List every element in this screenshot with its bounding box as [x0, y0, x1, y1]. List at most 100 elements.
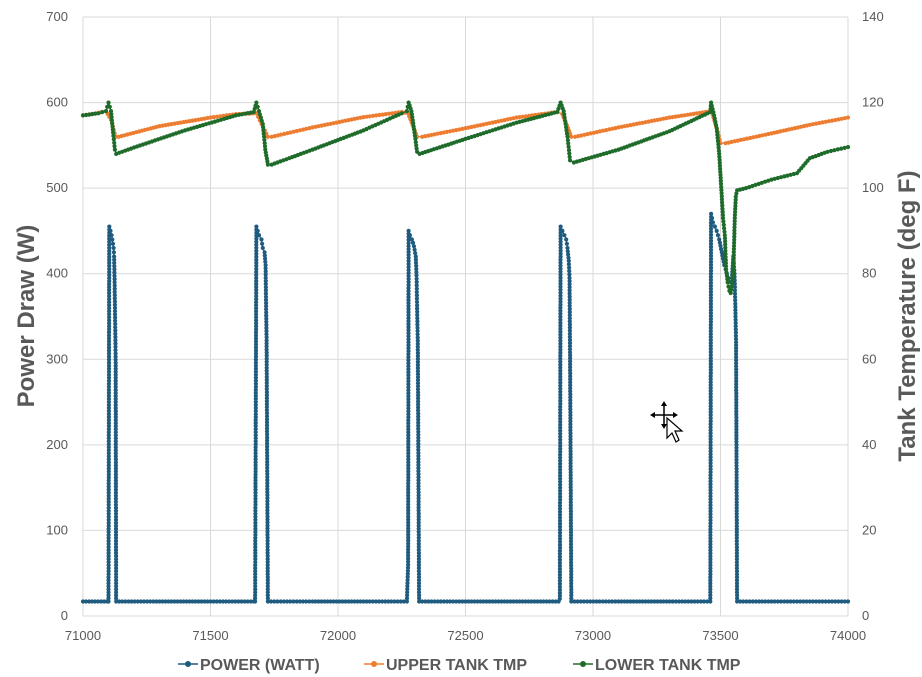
data-point — [406, 267, 411, 273]
data-point — [637, 599, 642, 604]
data-point — [416, 472, 421, 477]
data-point — [264, 365, 269, 370]
data-point — [557, 572, 563, 578]
data-point — [725, 280, 730, 285]
data-point — [567, 303, 572, 308]
data-point — [265, 471, 270, 477]
data-point — [558, 302, 563, 307]
data-point — [253, 587, 258, 592]
data-point — [724, 273, 730, 278]
data-point — [107, 327, 112, 332]
data-point — [233, 599, 238, 604]
data-point — [541, 599, 546, 604]
data-point — [106, 484, 111, 489]
data-point — [493, 599, 498, 604]
data-point — [734, 436, 739, 441]
data-point — [732, 288, 738, 293]
data-point — [406, 415, 411, 420]
data-point — [253, 487, 258, 492]
data-point — [568, 398, 573, 403]
data-point — [406, 270, 411, 276]
data-point — [763, 179, 768, 184]
data-point — [106, 354, 112, 359]
data-point — [708, 497, 713, 502]
data-point — [263, 297, 269, 302]
data-point — [712, 116, 717, 121]
data-point — [411, 124, 416, 129]
data-point — [820, 120, 825, 125]
data-point — [732, 212, 738, 218]
data-point — [715, 135, 720, 140]
data-point — [253, 408, 258, 414]
data-point — [416, 563, 421, 568]
data-point — [712, 113, 717, 118]
data-point — [717, 154, 722, 159]
data-point — [262, 137, 267, 143]
data-point — [406, 454, 411, 459]
data-point — [716, 148, 722, 153]
data-point — [558, 245, 563, 250]
data-point — [251, 109, 256, 115]
data-point — [416, 438, 421, 443]
data-point — [254, 291, 259, 296]
data-point — [734, 536, 739, 541]
data-point — [406, 370, 411, 375]
data-point — [406, 289, 411, 294]
data-point — [558, 467, 563, 472]
data-point — [112, 273, 117, 278]
data-point — [406, 243, 411, 249]
data-point — [265, 444, 270, 449]
data-point — [708, 337, 713, 343]
data-point — [708, 563, 713, 568]
data-point — [733, 209, 738, 215]
data-point — [415, 316, 420, 321]
data-point — [112, 257, 117, 262]
data-point — [284, 599, 290, 604]
data-point — [709, 100, 714, 105]
data-point — [254, 236, 259, 241]
data-point — [708, 368, 713, 373]
data-point — [416, 426, 421, 431]
data-point — [307, 599, 312, 604]
data-point — [106, 412, 111, 417]
data-point — [106, 493, 111, 498]
data-point — [254, 318, 259, 323]
data-point — [113, 442, 118, 447]
data-point — [689, 599, 694, 604]
data-point — [731, 253, 736, 258]
data-point — [733, 200, 738, 205]
data-point — [253, 508, 258, 513]
data-point — [416, 517, 421, 522]
data-point — [413, 254, 418, 259]
data-point — [264, 399, 269, 404]
data-point — [264, 405, 269, 410]
data-point — [106, 439, 111, 444]
data-point — [708, 428, 713, 433]
data-point — [416, 402, 421, 407]
gridlines — [82, 16, 849, 617]
data-point — [527, 113, 532, 118]
data-point — [566, 144, 571, 149]
data-point — [734, 382, 739, 387]
data-point — [568, 431, 573, 436]
data-point — [355, 599, 360, 604]
y-tick-label: 600 — [46, 95, 68, 110]
data-point — [734, 511, 739, 517]
data-point — [106, 396, 111, 401]
data-point — [415, 369, 420, 374]
data-point — [199, 599, 204, 604]
data-point — [708, 226, 714, 231]
data-point — [112, 254, 117, 259]
data-point — [106, 496, 111, 501]
data-point — [406, 379, 411, 384]
data-point — [107, 282, 112, 287]
data-point — [107, 303, 112, 308]
data-point — [558, 314, 563, 319]
data-point — [107, 291, 112, 296]
data-point — [744, 599, 749, 604]
data-point — [107, 263, 112, 268]
data-point — [708, 398, 713, 403]
data-point — [558, 428, 563, 433]
data-point — [558, 497, 563, 502]
data-point — [114, 578, 119, 583]
